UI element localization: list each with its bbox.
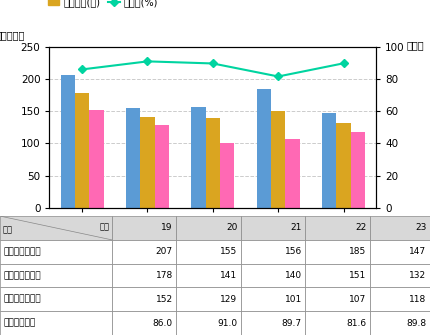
Bar <box>140 117 155 208</box>
Bar <box>336 123 351 208</box>
Bar <box>61 75 75 208</box>
Bar <box>126 108 140 208</box>
Bar <box>220 143 234 208</box>
Text: 129: 129 <box>220 295 237 304</box>
Bar <box>241 240 305 264</box>
Bar <box>112 264 176 287</box>
Bar <box>155 125 169 208</box>
Bar <box>305 311 370 335</box>
Text: 147: 147 <box>409 247 427 256</box>
Text: 107: 107 <box>349 295 366 304</box>
Text: 141: 141 <box>220 271 237 280</box>
Text: 151: 151 <box>349 271 366 280</box>
Bar <box>241 264 305 287</box>
Text: 140: 140 <box>285 271 302 280</box>
Text: 23: 23 <box>415 223 427 232</box>
Y-axis label: （％）: （％） <box>407 41 424 51</box>
Text: 年次: 年次 <box>100 222 110 231</box>
Bar <box>176 240 241 264</box>
Bar <box>322 113 336 208</box>
Text: 118: 118 <box>409 295 427 304</box>
Bar <box>206 118 220 208</box>
Text: 156: 156 <box>285 247 302 256</box>
Bar <box>271 111 286 208</box>
Bar <box>241 287 305 311</box>
Bar <box>305 240 370 264</box>
Bar <box>75 93 89 208</box>
Text: 152: 152 <box>156 295 173 304</box>
Bar <box>112 287 176 311</box>
Bar <box>89 110 104 208</box>
Y-axis label: （件・人）: （件・人） <box>0 30 25 41</box>
Text: 検挙率（％）: 検挙率（％） <box>3 319 36 328</box>
Bar <box>176 287 241 311</box>
Bar <box>0 216 112 240</box>
Text: 19: 19 <box>161 223 173 232</box>
Bar <box>370 264 430 287</box>
Text: 207: 207 <box>156 247 173 256</box>
Bar <box>241 216 305 240</box>
Text: 178: 178 <box>156 271 173 280</box>
Text: 検挙人員（人）: 検挙人員（人） <box>3 295 41 304</box>
Text: 認知件数（件）: 認知件数（件） <box>3 247 41 256</box>
Text: 20: 20 <box>226 223 237 232</box>
Bar <box>0 311 112 335</box>
Text: 21: 21 <box>291 223 302 232</box>
Text: 91.0: 91.0 <box>217 319 237 328</box>
Bar <box>112 240 176 264</box>
Bar <box>112 311 176 335</box>
Text: 81.6: 81.6 <box>346 319 366 328</box>
Bar <box>176 216 241 240</box>
Bar <box>0 240 112 264</box>
Text: 区分: 区分 <box>2 225 12 234</box>
Bar <box>0 287 112 311</box>
Text: 89.7: 89.7 <box>282 319 302 328</box>
Text: 132: 132 <box>409 271 427 280</box>
Bar <box>0 264 112 287</box>
Text: 22: 22 <box>355 223 366 232</box>
Bar <box>370 240 430 264</box>
Bar <box>191 107 206 208</box>
Bar <box>176 311 241 335</box>
Bar <box>257 89 271 208</box>
Bar <box>176 264 241 287</box>
Text: 89.8: 89.8 <box>406 319 427 328</box>
Text: 101: 101 <box>285 295 302 304</box>
Bar <box>351 132 365 208</box>
Bar <box>370 311 430 335</box>
Text: 86.0: 86.0 <box>153 319 173 328</box>
Bar <box>305 287 370 311</box>
Text: 検挙件数（件）: 検挙件数（件） <box>3 271 41 280</box>
Bar <box>241 311 305 335</box>
Legend: 認知件数(件), 検挙件数(件), 検挙人員(人), 検挙率(%): 認知件数(件), 検挙件数(件), 検挙人員(人), 検挙率(%) <box>48 0 161 7</box>
Text: 185: 185 <box>349 247 366 256</box>
Bar <box>370 287 430 311</box>
Bar <box>305 264 370 287</box>
Bar <box>370 216 430 240</box>
Bar <box>286 139 300 208</box>
Bar <box>112 216 176 240</box>
Text: 155: 155 <box>220 247 237 256</box>
Bar <box>305 216 370 240</box>
